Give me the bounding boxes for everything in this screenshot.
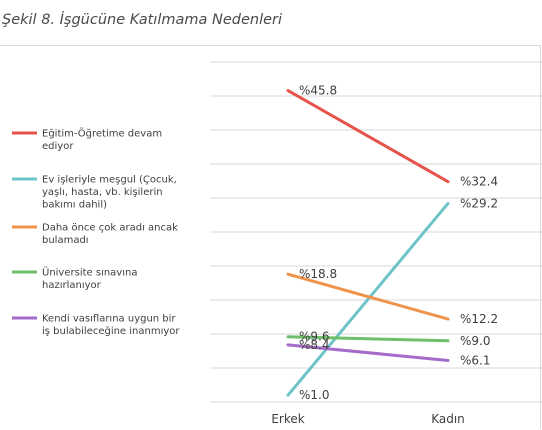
data-label-1-1: %45.8: [299, 84, 337, 98]
legend-label: Kendi vasıflarına uygun bir iş bulabilece…: [42, 314, 180, 338]
legend: Eğitim-Öğretime devam ediyor Ev işleriyle …: [12, 127, 180, 338]
data-label-2-2: %29.2: [460, 196, 498, 210]
legend-label: Daha önce çok aradı ancak bulamadı: [42, 223, 178, 247]
series-line-5: [286, 343, 450, 363]
data-label-5-2: %6.1: [460, 354, 491, 368]
legend-item-3: Daha önce çok aradı ancak bulamadı: [12, 223, 178, 247]
x-axis-label-1: Erkek: [271, 412, 304, 426]
data-label-2-1: %1.0: [299, 388, 330, 402]
series-line-3: [286, 272, 450, 321]
series-line-1: [286, 89, 450, 184]
series-line-4: [286, 335, 450, 343]
figure-caption: Şekil 8. İşgücüne Katılmama Nedenleri: [2, 12, 283, 28]
data-label-1-2: %32.4: [460, 175, 498, 189]
series-lines: [286, 89, 450, 397]
data-label-3-2: %12.2: [460, 312, 498, 326]
legend-item-1: Eğitim-Öğretime devam ediyor: [12, 127, 162, 153]
gridlines: [210, 61, 542, 403]
legend-item-4: Üniversite sınavına hazırlanıyor: [12, 266, 137, 292]
data-labels: %45.8 %32.4 %1.0 %29.2 %18.8 %12.2 %9.6 %9.0 %8.…: [299, 84, 498, 403]
legend-label: Eğitim-Öğretime devam ediyor: [42, 127, 162, 153]
legend-item-5: Kendi vasıflarına uygun bir iş bulabilece…: [12, 314, 180, 338]
data-label-4-2: %9.0: [460, 334, 491, 348]
legend-label: Ev işleriyle meşgul (Çocuk, yaşlı, hasta,…: [42, 175, 177, 211]
x-axis-labels: Erkek Kadın: [271, 412, 464, 426]
data-label-3-1: %18.8: [299, 267, 337, 281]
chart-frame: [0, 45, 541, 429]
legend-item-2: Ev işleriyle meşgul (Çocuk, yaşlı, hasta,…: [12, 175, 177, 211]
x-axis-label-2: Kadın: [431, 412, 465, 426]
data-label-4-1: %9.6: [299, 330, 330, 344]
series-line-2: [286, 201, 450, 397]
data-label-5-1: %8.4: [299, 338, 330, 352]
legend-label: Üniversite sınavına hazırlanıyor: [42, 266, 137, 292]
